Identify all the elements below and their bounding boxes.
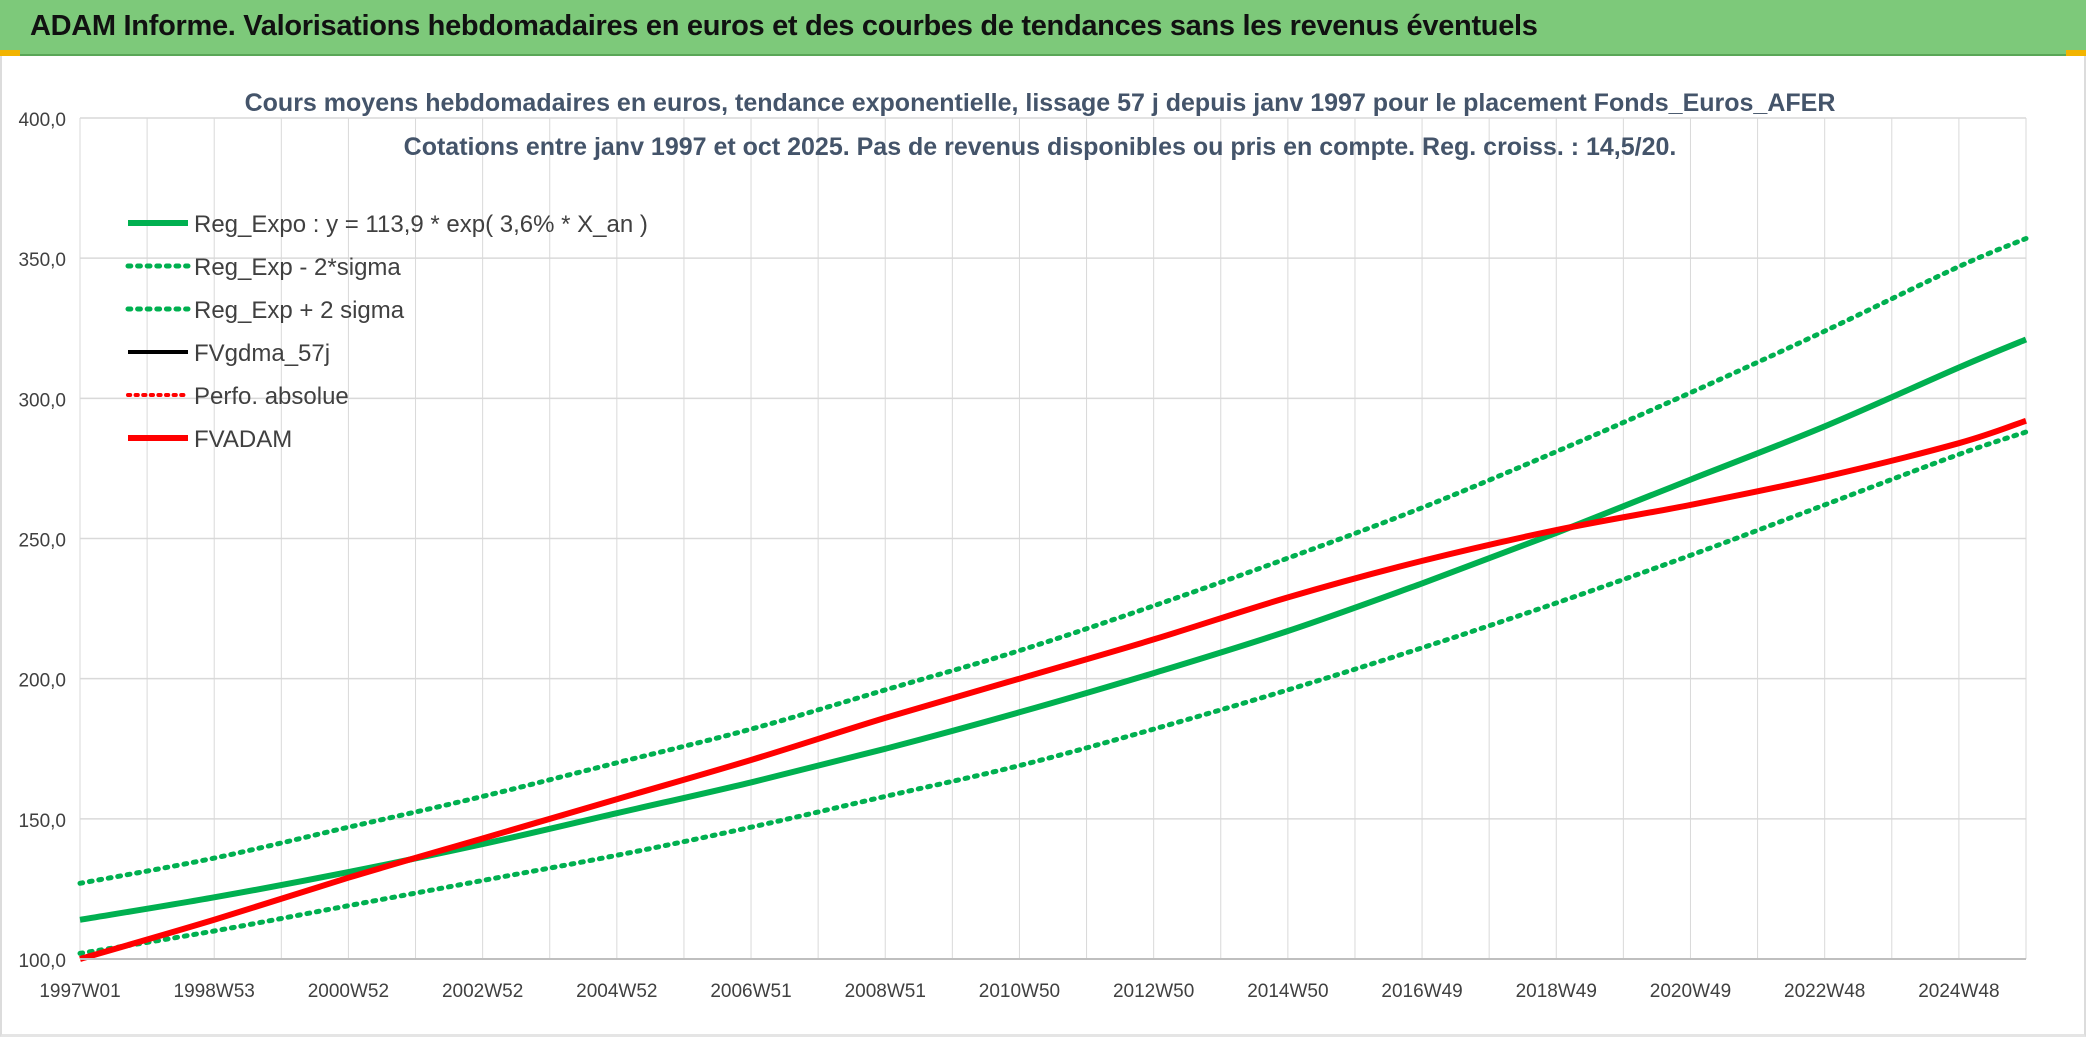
x-tick-label: 2024W48 bbox=[1918, 981, 1999, 1002]
x-tick-label: 2008W51 bbox=[845, 981, 926, 1002]
x-tick-label: 2010W50 bbox=[979, 981, 1060, 1002]
y-tick-label: 100,0 bbox=[18, 951, 66, 972]
series-line-0 bbox=[79, 336, 2028, 923]
y-tick-label: 350,0 bbox=[18, 250, 66, 271]
y-tick-label: 150,0 bbox=[18, 811, 66, 832]
x-tick-label: 2004W52 bbox=[576, 981, 657, 1002]
legend-label: FVADAM bbox=[194, 426, 292, 453]
x-tick-label: 2022W48 bbox=[1784, 981, 1865, 1002]
chart-title: Cours moyens hebdomadaires en euros, ten… bbox=[245, 89, 1836, 117]
x-tick-label: 2000W52 bbox=[308, 981, 389, 1002]
x-tick-label: 1997W01 bbox=[39, 981, 120, 1002]
x-tick-label: 2020W49 bbox=[1650, 981, 1731, 1002]
legend-label: FVgdma_57j bbox=[194, 340, 330, 367]
legend-label: Reg_Expo : y = 113,9 * exp( 3,6% * X_an … bbox=[194, 211, 648, 238]
legend: Reg_Expo : y = 113,9 * exp( 3,6% * X_an … bbox=[125, 211, 648, 453]
x-tick-label: 2012W50 bbox=[1113, 981, 1194, 1002]
corner-mark-right bbox=[2066, 50, 2086, 56]
legend-label: Perfo. absolue bbox=[194, 383, 349, 410]
chart-subtitle: Cotations entre janv 1997 et oct 2025. P… bbox=[404, 133, 1677, 161]
report-banner: ADAM Informe. Valorisations hebdomadaire… bbox=[0, 0, 2086, 56]
x-tick-label: 2016W49 bbox=[1381, 981, 1462, 1002]
x-tick-label: 2014W50 bbox=[1247, 981, 1328, 1002]
y-tick-label: 400,0 bbox=[18, 110, 66, 131]
x-tick-label: 2002W52 bbox=[442, 981, 523, 1002]
report-title: ADAM Informe. Valorisations hebdomadaire… bbox=[30, 10, 1538, 42]
x-tick-label: 2018W49 bbox=[1516, 981, 1597, 1002]
y-tick-label: 250,0 bbox=[18, 531, 66, 552]
y-tick-label: 200,0 bbox=[18, 671, 66, 692]
legend-label: Reg_Exp + 2 sigma bbox=[194, 297, 405, 324]
axis-layer: 100,0 150,0 200,0 250,0 300,0 350,0 400,0 1997W… bbox=[18, 110, 2026, 1002]
series-layer bbox=[77, 236, 2029, 962]
series-line-2 bbox=[77, 236, 2029, 886]
legend-label: Reg_Exp - 2*sigma bbox=[194, 254, 401, 281]
x-tick-label: 2006W51 bbox=[710, 981, 791, 1002]
x-tick-label: 1998W53 bbox=[174, 981, 255, 1002]
series-line-1 bbox=[77, 429, 2029, 956]
chart-frame bbox=[0, 56, 2086, 1037]
corner-mark-left bbox=[0, 50, 20, 56]
series-line-5 bbox=[79, 417, 2027, 962]
y-tick-label: 300,0 bbox=[18, 390, 66, 411]
